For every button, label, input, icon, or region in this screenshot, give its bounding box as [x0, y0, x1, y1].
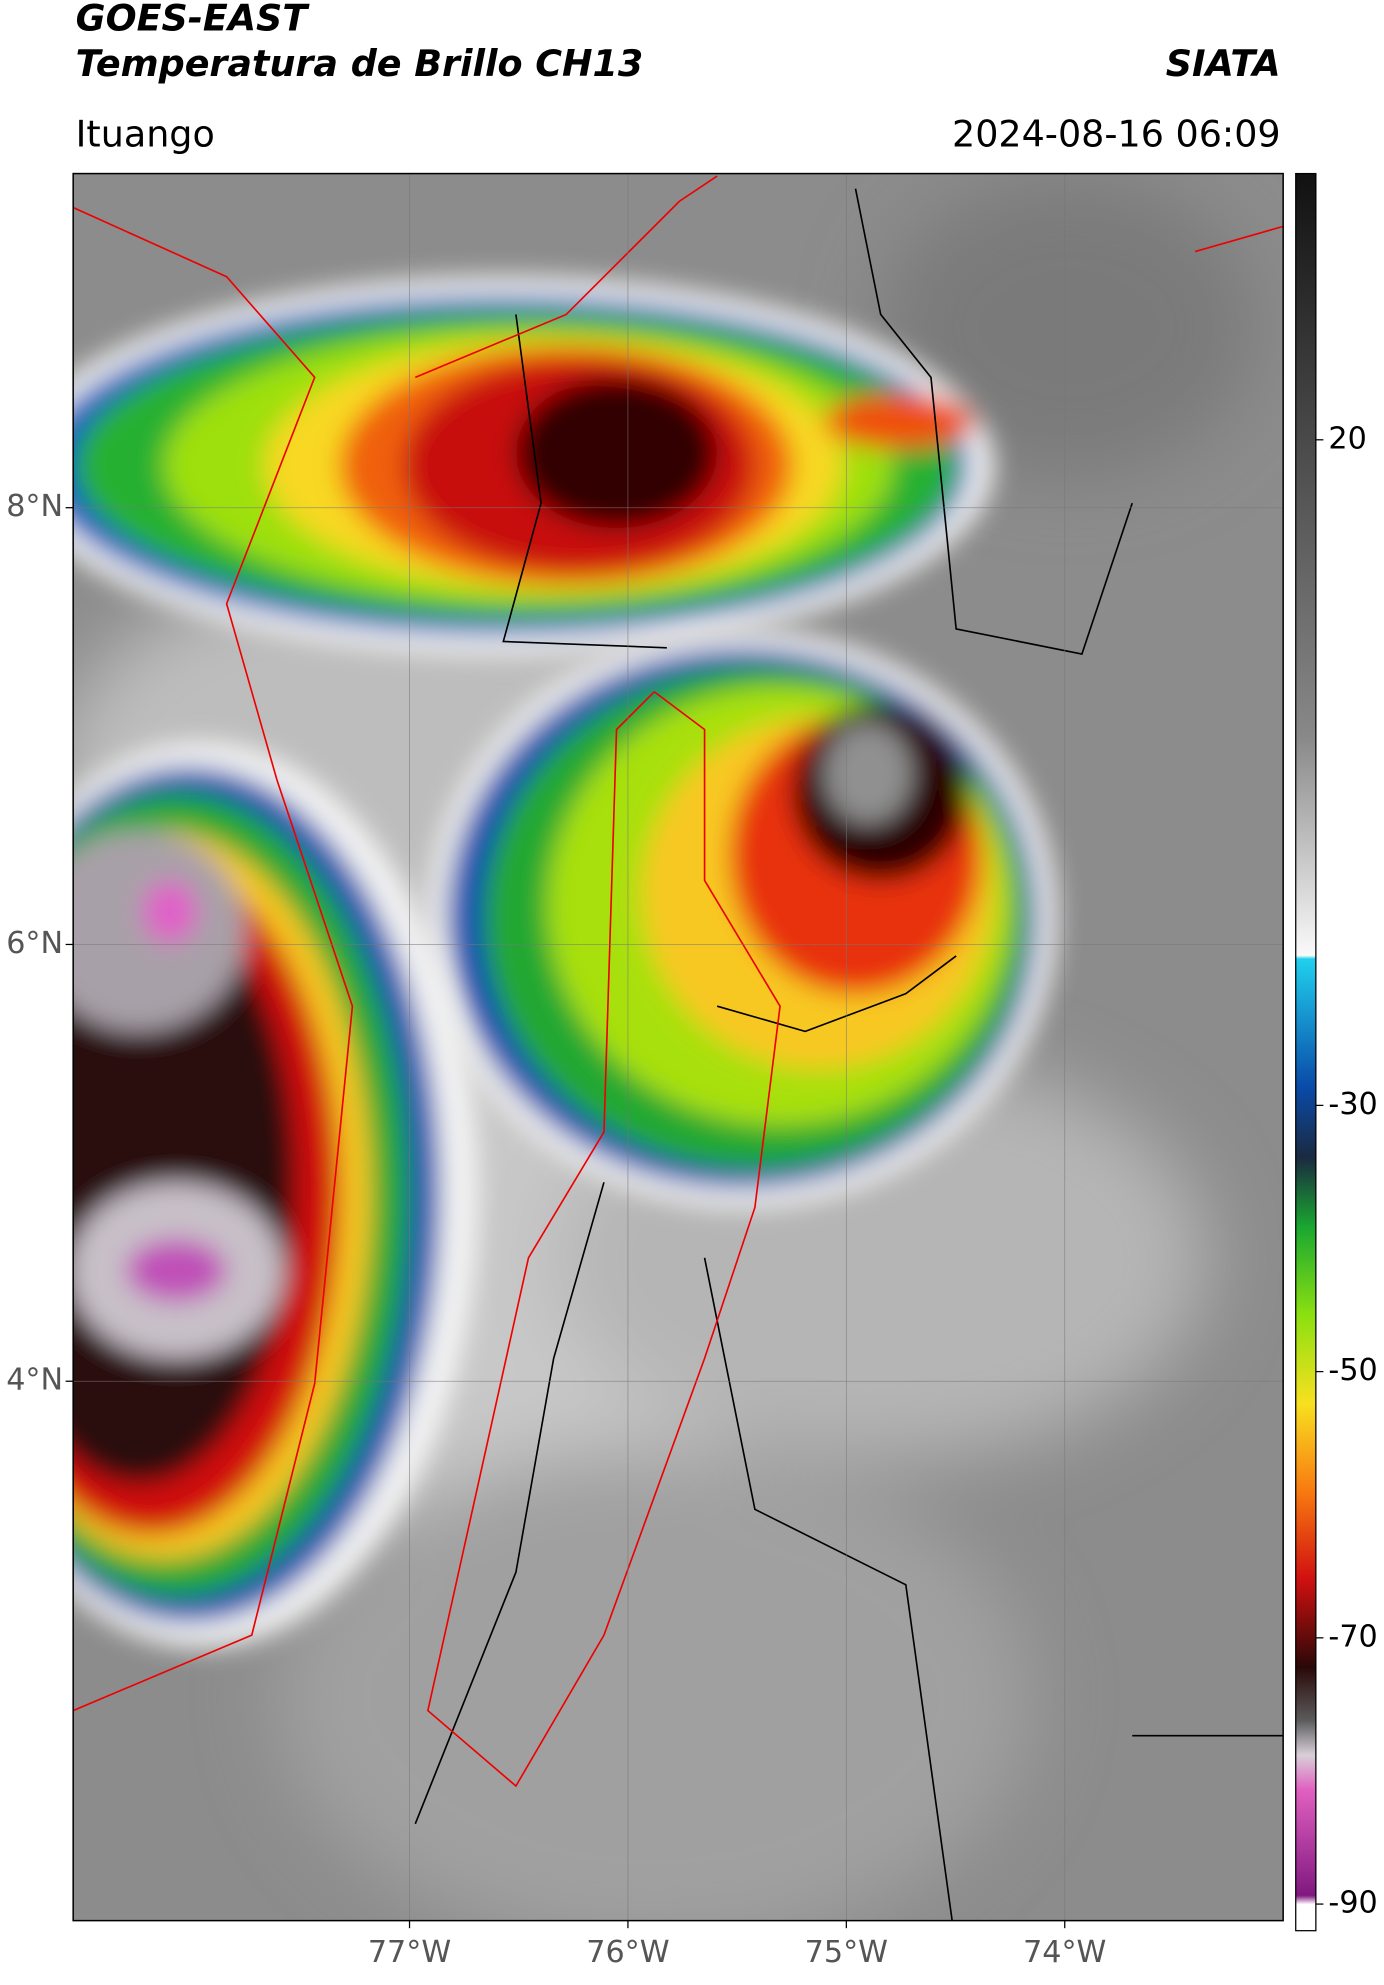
map: [73, 173, 1284, 1921]
boundaries: [73, 175, 1284, 1788]
datetime: 2024-08-16 06:09: [952, 112, 1281, 155]
storm-north: [73, 276, 994, 654]
colorbar: [1295, 172, 1317, 1932]
x-tick-label: 75°W: [805, 1935, 888, 1970]
source: GOES-EAST: [76, 0, 311, 40]
y-tick-label: 4°N: [6, 1363, 63, 1398]
colorbar-tick-label: -30: [1328, 1087, 1377, 1122]
colorbar-tick-label: 20: [1328, 421, 1366, 456]
agency: SIATA: [1166, 42, 1281, 85]
colorbar-tick-label: -50: [1328, 1353, 1377, 1388]
storm-southwest: [73, 742, 479, 1648]
grid: [73, 173, 1284, 1921]
borders: [414, 188, 1284, 1921]
y-tick-label: 8°N: [6, 489, 63, 524]
x-tick-label: 76°W: [586, 1935, 669, 1970]
y-tick-label: 6°N: [6, 926, 63, 961]
title: Temperatura de Brillo CH13: [76, 42, 644, 85]
storm-center: [427, 628, 1057, 1208]
colorbar-tick-label: -90: [1328, 1886, 1377, 1921]
colorbar-tick-label: -70: [1328, 1619, 1377, 1654]
region: Ituango: [76, 112, 215, 155]
x-tick-label: 77°W: [368, 1935, 451, 1970]
x-tick-label: 74°W: [1023, 1935, 1106, 1970]
map-frame: [72, 172, 1284, 1922]
